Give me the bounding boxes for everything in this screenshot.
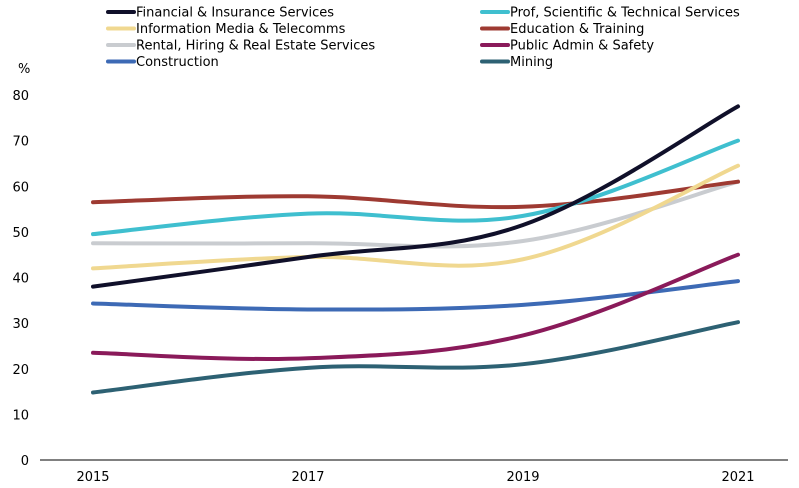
x-tick-label: 2019 [506, 470, 539, 485]
y-tick-label: 0 [21, 454, 29, 469]
series-line-mining [91, 320, 740, 395]
legend-label: Construction [136, 55, 219, 70]
y-tick-label: 50 [12, 226, 29, 241]
x-axis-ticks: 2015 2017 2019 2021 [76, 470, 754, 485]
series-line-information-media-telecomms [91, 163, 740, 271]
series-line-education-training [91, 179, 740, 210]
y-axis-unit-label: % [18, 62, 30, 77]
series-line-prof-scientific-technical-services [91, 138, 740, 237]
y-axis-ticks: 0 10 20 30 40 50 60 70 80 [12, 89, 29, 469]
legend-label: Education & Training [510, 22, 644, 37]
y-tick-label: 10 [12, 408, 29, 423]
x-tick-label: 2015 [76, 470, 109, 485]
series-line-public-admin-safety [91, 252, 740, 361]
legend-label: Information Media & Telecomms [136, 22, 346, 37]
y-tick-label: 60 [12, 180, 29, 195]
legend-label: Mining [510, 55, 553, 70]
x-tick-label: 2021 [721, 470, 754, 485]
legend-label: Prof, Scientific & Technical Services [510, 6, 740, 21]
y-tick-label: 20 [12, 363, 29, 378]
x-tick-label: 2017 [291, 470, 324, 485]
y-tick-label: 80 [12, 89, 29, 104]
legend-label: Financial & Insurance Services [136, 6, 334, 21]
y-tick-label: 30 [12, 317, 29, 332]
series-lines [91, 104, 740, 395]
legend: Financial & Insurance Services Prof, Scie… [106, 6, 740, 70]
y-tick-label: 40 [12, 272, 29, 287]
y-tick-label: 70 [12, 135, 29, 150]
legend-label: Public Admin & Safety [510, 39, 654, 54]
series-line-financial-insurance-services [91, 104, 740, 289]
legend-label: Rental, Hiring & Real Estate Services [136, 39, 375, 54]
